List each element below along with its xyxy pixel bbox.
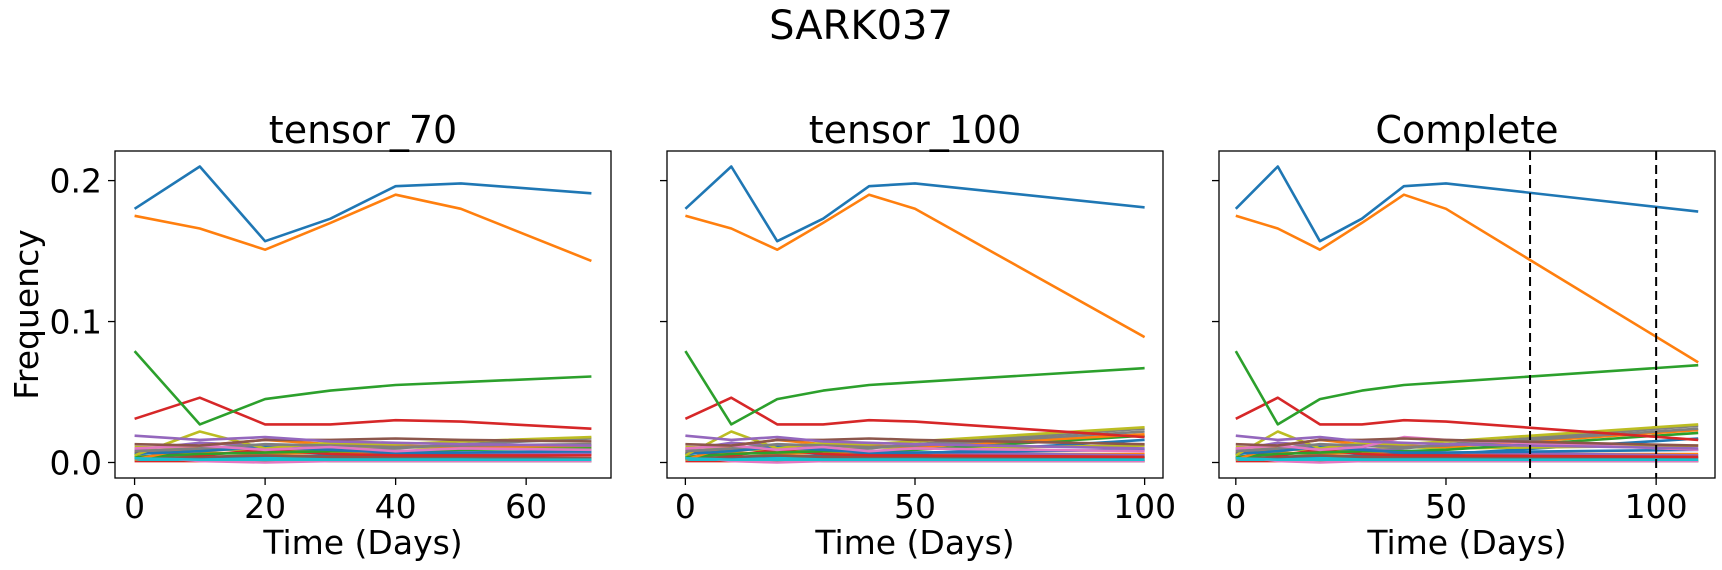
series-line-8: [134, 442, 592, 453]
series-line-1: [684, 165, 1145, 243]
x-tick-label: 100: [1113, 487, 1176, 526]
series-line-4: [1235, 396, 1699, 442]
series-line-9: [684, 426, 1145, 457]
series-line-16: [685, 454, 1145, 460]
series-line-5: [1235, 434, 1699, 450]
series-line-6: [134, 437, 592, 447]
plot-area: [684, 165, 1146, 464]
y-axis-label: Frequency: [7, 229, 46, 399]
panel-title: tensor_100: [809, 108, 1022, 152]
panel-complete: Complete 0 50 100 Time (Days): [1212, 108, 1716, 562]
x-tick-label: 0: [675, 487, 696, 526]
series-line-17: [1235, 454, 1699, 464]
series-line-6: [1235, 437, 1699, 447]
series-line-4: [684, 396, 1145, 439]
x-axis-label: Time (Days): [814, 523, 1014, 562]
series-line-1: [133, 165, 592, 243]
series-line-3: [1234, 350, 1699, 426]
figure-title: SARK037: [769, 3, 953, 49]
series-line-21: [685, 438, 1145, 460]
series-line-14: [134, 448, 592, 457]
x-axis-label: Time (Days): [1366, 523, 1566, 562]
series-line-8: [685, 430, 1145, 453]
series-line-21: [1235, 437, 1699, 460]
axes-frame: [666, 150, 1164, 479]
axes-frame: [114, 150, 612, 479]
series-line-1: [1234, 165, 1699, 243]
series-line-2: [1235, 193, 1699, 364]
y-tick-label: 0.2: [50, 162, 102, 201]
series-line-9: [134, 430, 592, 457]
series-line-5: [134, 434, 592, 447]
series-line-9: [1235, 423, 1699, 457]
series-line-13: [1235, 431, 1699, 459]
plot-area: [1234, 165, 1699, 464]
panel-tensor-70: tensor_70 0 20 40 60 0.0 0.1 0.2 Time (Days) Fre…: [7, 108, 612, 562]
series-line-3: [133, 350, 592, 426]
series-line-21: [134, 451, 592, 460]
series-line-10: [685, 457, 1145, 462]
plot-area: [133, 165, 592, 464]
panel-tensor-100: tensor_100 0 50 100 Time (Days): [660, 108, 1176, 562]
series-line-8: [1235, 427, 1699, 453]
series-line-14: [685, 448, 1145, 459]
y-tick-label: 0.1: [50, 303, 102, 342]
series-line-17: [134, 454, 592, 464]
series-line-17: [685, 454, 1145, 464]
series-line-4: [134, 396, 592, 430]
axes-frame: [1218, 150, 1716, 479]
series-line-10: [1235, 457, 1699, 462]
series-line-14: [1235, 448, 1699, 459]
x-tick-label: 50: [1425, 487, 1467, 526]
panel-title: tensor_70: [269, 108, 457, 152]
y-tick-label: 0.0: [50, 443, 102, 482]
x-axis-label: Time (Days): [262, 523, 462, 562]
series-line-13: [134, 447, 592, 459]
series-line-2: [134, 193, 592, 263]
x-tick-label: 60: [505, 487, 547, 526]
series-line-2: [685, 193, 1146, 339]
x-tick-label: 20: [244, 487, 286, 526]
x-tick-label: 0: [1225, 487, 1246, 526]
panel-title: Complete: [1375, 108, 1558, 152]
series-line-10: [134, 457, 592, 462]
series-line-11: [134, 445, 592, 456]
series-line-11: [685, 445, 1145, 456]
series-line-16: [134, 454, 592, 460]
series-line-16: [1235, 454, 1699, 460]
series-line-11: [1235, 445, 1699, 456]
series-line-3: [684, 350, 1145, 426]
x-tick-label: 40: [375, 487, 417, 526]
series-line-5: [685, 434, 1145, 450]
series-line-13: [685, 434, 1145, 459]
series-line-6: [685, 437, 1145, 447]
x-tick-label: 50: [894, 487, 936, 526]
x-tick-label: 100: [1625, 487, 1688, 526]
x-tick-label: 0: [124, 487, 145, 526]
